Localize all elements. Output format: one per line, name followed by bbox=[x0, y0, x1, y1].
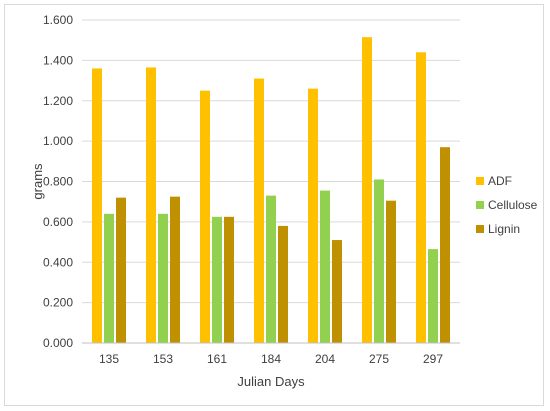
legend-swatch-lignin bbox=[476, 225, 484, 233]
bar-adf-204 bbox=[308, 88, 318, 343]
legend-label-cellulose: Cellulose bbox=[488, 198, 538, 212]
x-tick-label: 135 bbox=[99, 352, 119, 366]
y-tick-label: 0.400 bbox=[43, 255, 73, 269]
bar-cellulose-275 bbox=[374, 179, 384, 343]
y-tick-label: 0.000 bbox=[43, 336, 73, 350]
y-tick-label: 0.800 bbox=[43, 175, 73, 189]
x-tick-label: 184 bbox=[261, 352, 281, 366]
y-tick-label: 0.200 bbox=[43, 296, 73, 310]
x-axis-ticks: 135 153 161 184 204 275 297 bbox=[99, 352, 443, 366]
x-axis-title: Julian Days bbox=[237, 374, 305, 389]
x-tick-label: 153 bbox=[153, 352, 173, 366]
bar-lignin-275 bbox=[386, 200, 396, 343]
bar-adf-184 bbox=[254, 78, 264, 343]
x-tick-label: 275 bbox=[369, 352, 389, 366]
bar-lignin-161 bbox=[224, 216, 234, 343]
bar-cellulose-161 bbox=[212, 216, 222, 343]
legend-swatch-adf bbox=[476, 177, 484, 185]
bar-lignin-135 bbox=[116, 197, 126, 343]
bar-adf-297 bbox=[416, 52, 426, 344]
bar-cellulose-297 bbox=[428, 249, 438, 343]
y-tick-label: 1.200 bbox=[43, 94, 73, 108]
bar-lignin-204 bbox=[332, 240, 342, 343]
y-tick-label: 1.000 bbox=[43, 134, 73, 148]
bar-cellulose-204 bbox=[320, 190, 330, 343]
bar-adf-161 bbox=[200, 90, 210, 343]
bar-cellulose-184 bbox=[266, 195, 276, 343]
x-tick-label: 297 bbox=[423, 352, 443, 366]
y-tick-label: 0.600 bbox=[43, 215, 73, 229]
bar-adf-153 bbox=[146, 67, 156, 344]
legend-label-adf: ADF bbox=[488, 174, 512, 188]
bar-cellulose-135 bbox=[104, 213, 114, 343]
bars bbox=[92, 37, 450, 344]
bar-lignin-297 bbox=[440, 147, 450, 343]
y-axis-title: grams bbox=[30, 163, 45, 200]
legend: ADF Cellulose Lignin bbox=[476, 174, 538, 236]
x-tick-label: 204 bbox=[315, 352, 335, 366]
y-axis-ticks: 0.000 0.200 0.400 0.600 0.800 1.000 1.200 1.400… bbox=[43, 13, 73, 350]
bar-adf-135 bbox=[92, 68, 102, 343]
bar-lignin-184 bbox=[278, 225, 288, 343]
y-tick-label: 1.600 bbox=[43, 13, 73, 27]
legend-label-lignin: Lignin bbox=[488, 222, 520, 236]
x-tick-label: 161 bbox=[207, 352, 227, 366]
bar-cellulose-153 bbox=[158, 213, 168, 343]
bar-adf-275 bbox=[362, 37, 372, 344]
y-tick-label: 1.400 bbox=[43, 53, 73, 67]
legend-swatch-cellulose bbox=[476, 201, 484, 209]
bar-lignin-153 bbox=[170, 196, 180, 343]
